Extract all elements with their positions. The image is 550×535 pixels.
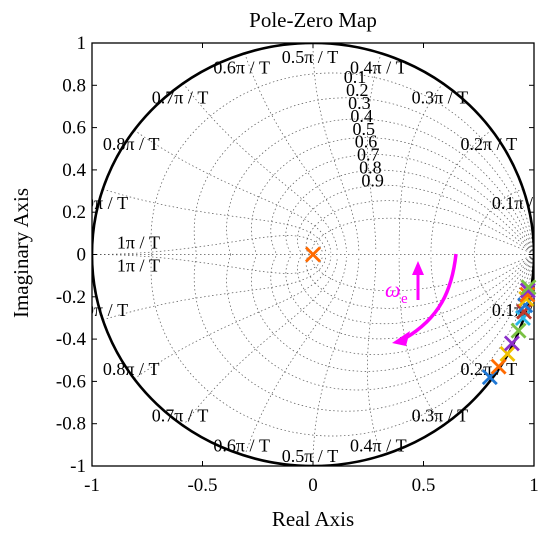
x-tick-label: 0 (308, 475, 318, 496)
x-tick-label: -0.5 (187, 475, 217, 496)
damping-label: 0.6 (355, 132, 378, 152)
x-tick-label: 1 (529, 475, 539, 496)
y-tick-label: 0.4 (62, 160, 86, 181)
damping-curve-upper (311, 217, 534, 255)
frequency-label: 0.2π / T (460, 134, 517, 154)
damping-curve-upper (285, 169, 534, 255)
frequency-label: 0.5π / T (282, 47, 339, 67)
damping-curve-lower (297, 254, 534, 325)
y-tick-label: 0 (77, 245, 87, 266)
y-axis-label: Imaginary Axis (9, 188, 33, 318)
damping-curve-lower (305, 254, 534, 309)
frequency-curve-lower (312, 257, 360, 466)
frequency-curve-upper (312, 43, 360, 252)
frequency-label: 0.1π / T (492, 193, 549, 213)
damping-curve-lower (226, 254, 534, 391)
y-tick-label: 0.6 (62, 118, 86, 139)
x-tick-label: -1 (84, 475, 100, 496)
pole-marker (519, 282, 536, 299)
frequency-label: 0.4π / T (350, 57, 407, 77)
damping-curve-upper (150, 72, 534, 255)
pole-marker (520, 279, 537, 296)
y-tick-label: 0.2 (62, 202, 86, 223)
grid-labels: 0.1π / T0.1π / T0.2π / T0.2π / T0.3π / T… (72, 47, 549, 466)
frequency-curve-upper (92, 235, 323, 255)
upward-arrowhead (412, 261, 424, 275)
frequency-curve-upper (430, 129, 492, 252)
frequency-label: 0.3π / T (412, 87, 469, 107)
frequency-curve-upper (398, 83, 444, 252)
frequency-curve-lower (244, 257, 347, 456)
pole-marker (510, 322, 527, 339)
damping-curve-lower (193, 254, 534, 412)
frequency-label: 0.8π / T (103, 359, 160, 379)
damping-label: 0.7 (357, 145, 380, 165)
pole-marker (305, 246, 321, 263)
frequency-label: 0.6π / T (213, 436, 270, 456)
frequency-label: 0.7π / T (152, 87, 209, 107)
omega-e-annotation: ω e (385, 277, 408, 307)
frequency-label: 0.4π / T (350, 436, 407, 456)
damping-label: 0.3 (348, 93, 371, 113)
plot-area: -1 -0.5 0 0.5 1 1 0.8 0.6 0.4 0.2 0 -0.2 -0.4 -0.6 -0.… (56, 33, 549, 496)
frequency-label: 0.3π / T (412, 406, 469, 426)
y-tick-label: -0.2 (56, 287, 86, 308)
damping-curve-lower (270, 254, 534, 355)
frequency-curve-upper (474, 188, 524, 253)
frequency-curve-lower (430, 257, 492, 380)
pole-marker (499, 345, 516, 362)
damping-curve-upper (193, 97, 534, 255)
frequency-curve-lower (134, 256, 332, 380)
rotation-arrow (403, 253, 458, 341)
damping-label: 0.5 (353, 119, 376, 139)
frequency-curve-lower (474, 256, 524, 321)
damping-label: 0.2 (346, 80, 369, 100)
damping-label: 0.1 (344, 67, 367, 87)
frequency-curve-lower (102, 256, 327, 321)
y-tick-label: -1 (70, 456, 86, 477)
zgrid (92, 43, 534, 466)
frequency-label: 0.9π / T (72, 193, 129, 213)
x-axis-label: Real Axis (272, 507, 354, 531)
damping-label: 0.9 (361, 170, 384, 190)
frequency-curve-upper (182, 83, 338, 253)
y-tick-label: 0.8 (62, 75, 86, 96)
frequency-curve-lower (398, 257, 444, 426)
frequency-curve-upper (102, 188, 327, 253)
x-tick-label: 0.5 (412, 475, 436, 496)
frequency-label: 0.9π / T (72, 300, 129, 320)
damping-curve-upper (226, 118, 534, 255)
frequency-label: 1π / T (117, 256, 160, 276)
frequency-curve-upper (134, 129, 332, 253)
damping-curve-lower (285, 254, 534, 340)
y-tick-label: -0.8 (56, 414, 86, 435)
pole-marker (503, 335, 520, 352)
damping-curve-upper (297, 184, 534, 255)
frequency-curve-lower (367, 257, 382, 456)
damping-label: 0.4 (350, 106, 373, 126)
frequency-label: 1π / T (117, 233, 160, 253)
rotation-arrowhead (392, 331, 410, 346)
frequency-label: 0.8π / T (103, 134, 160, 154)
y-tick-label: -0.6 (56, 371, 86, 392)
damping-label: 0.8 (359, 157, 382, 177)
y-tick-label: -0.4 (56, 329, 87, 350)
omega-symbol: ω (385, 277, 401, 302)
damping-curve-upper (270, 154, 534, 255)
frequency-label: 0.5π / T (282, 446, 339, 466)
frequency-label: 0.7π / T (152, 406, 209, 426)
frequency-curve-lower (182, 256, 338, 426)
y-tick-label: 1 (77, 33, 87, 54)
pole-markers (305, 246, 537, 386)
damping-curve-upper (305, 200, 534, 255)
pole-marker (490, 358, 507, 375)
chart-title: Pole-Zero Map (249, 8, 377, 32)
frequency-curve-upper (367, 53, 382, 252)
frequency-curve-upper (244, 53, 347, 252)
frequency-label: 0.6π / T (213, 57, 270, 77)
omega-subscript: e (401, 291, 408, 307)
damping-curve-lower (150, 254, 534, 437)
frequency-curve-lower (92, 254, 323, 274)
